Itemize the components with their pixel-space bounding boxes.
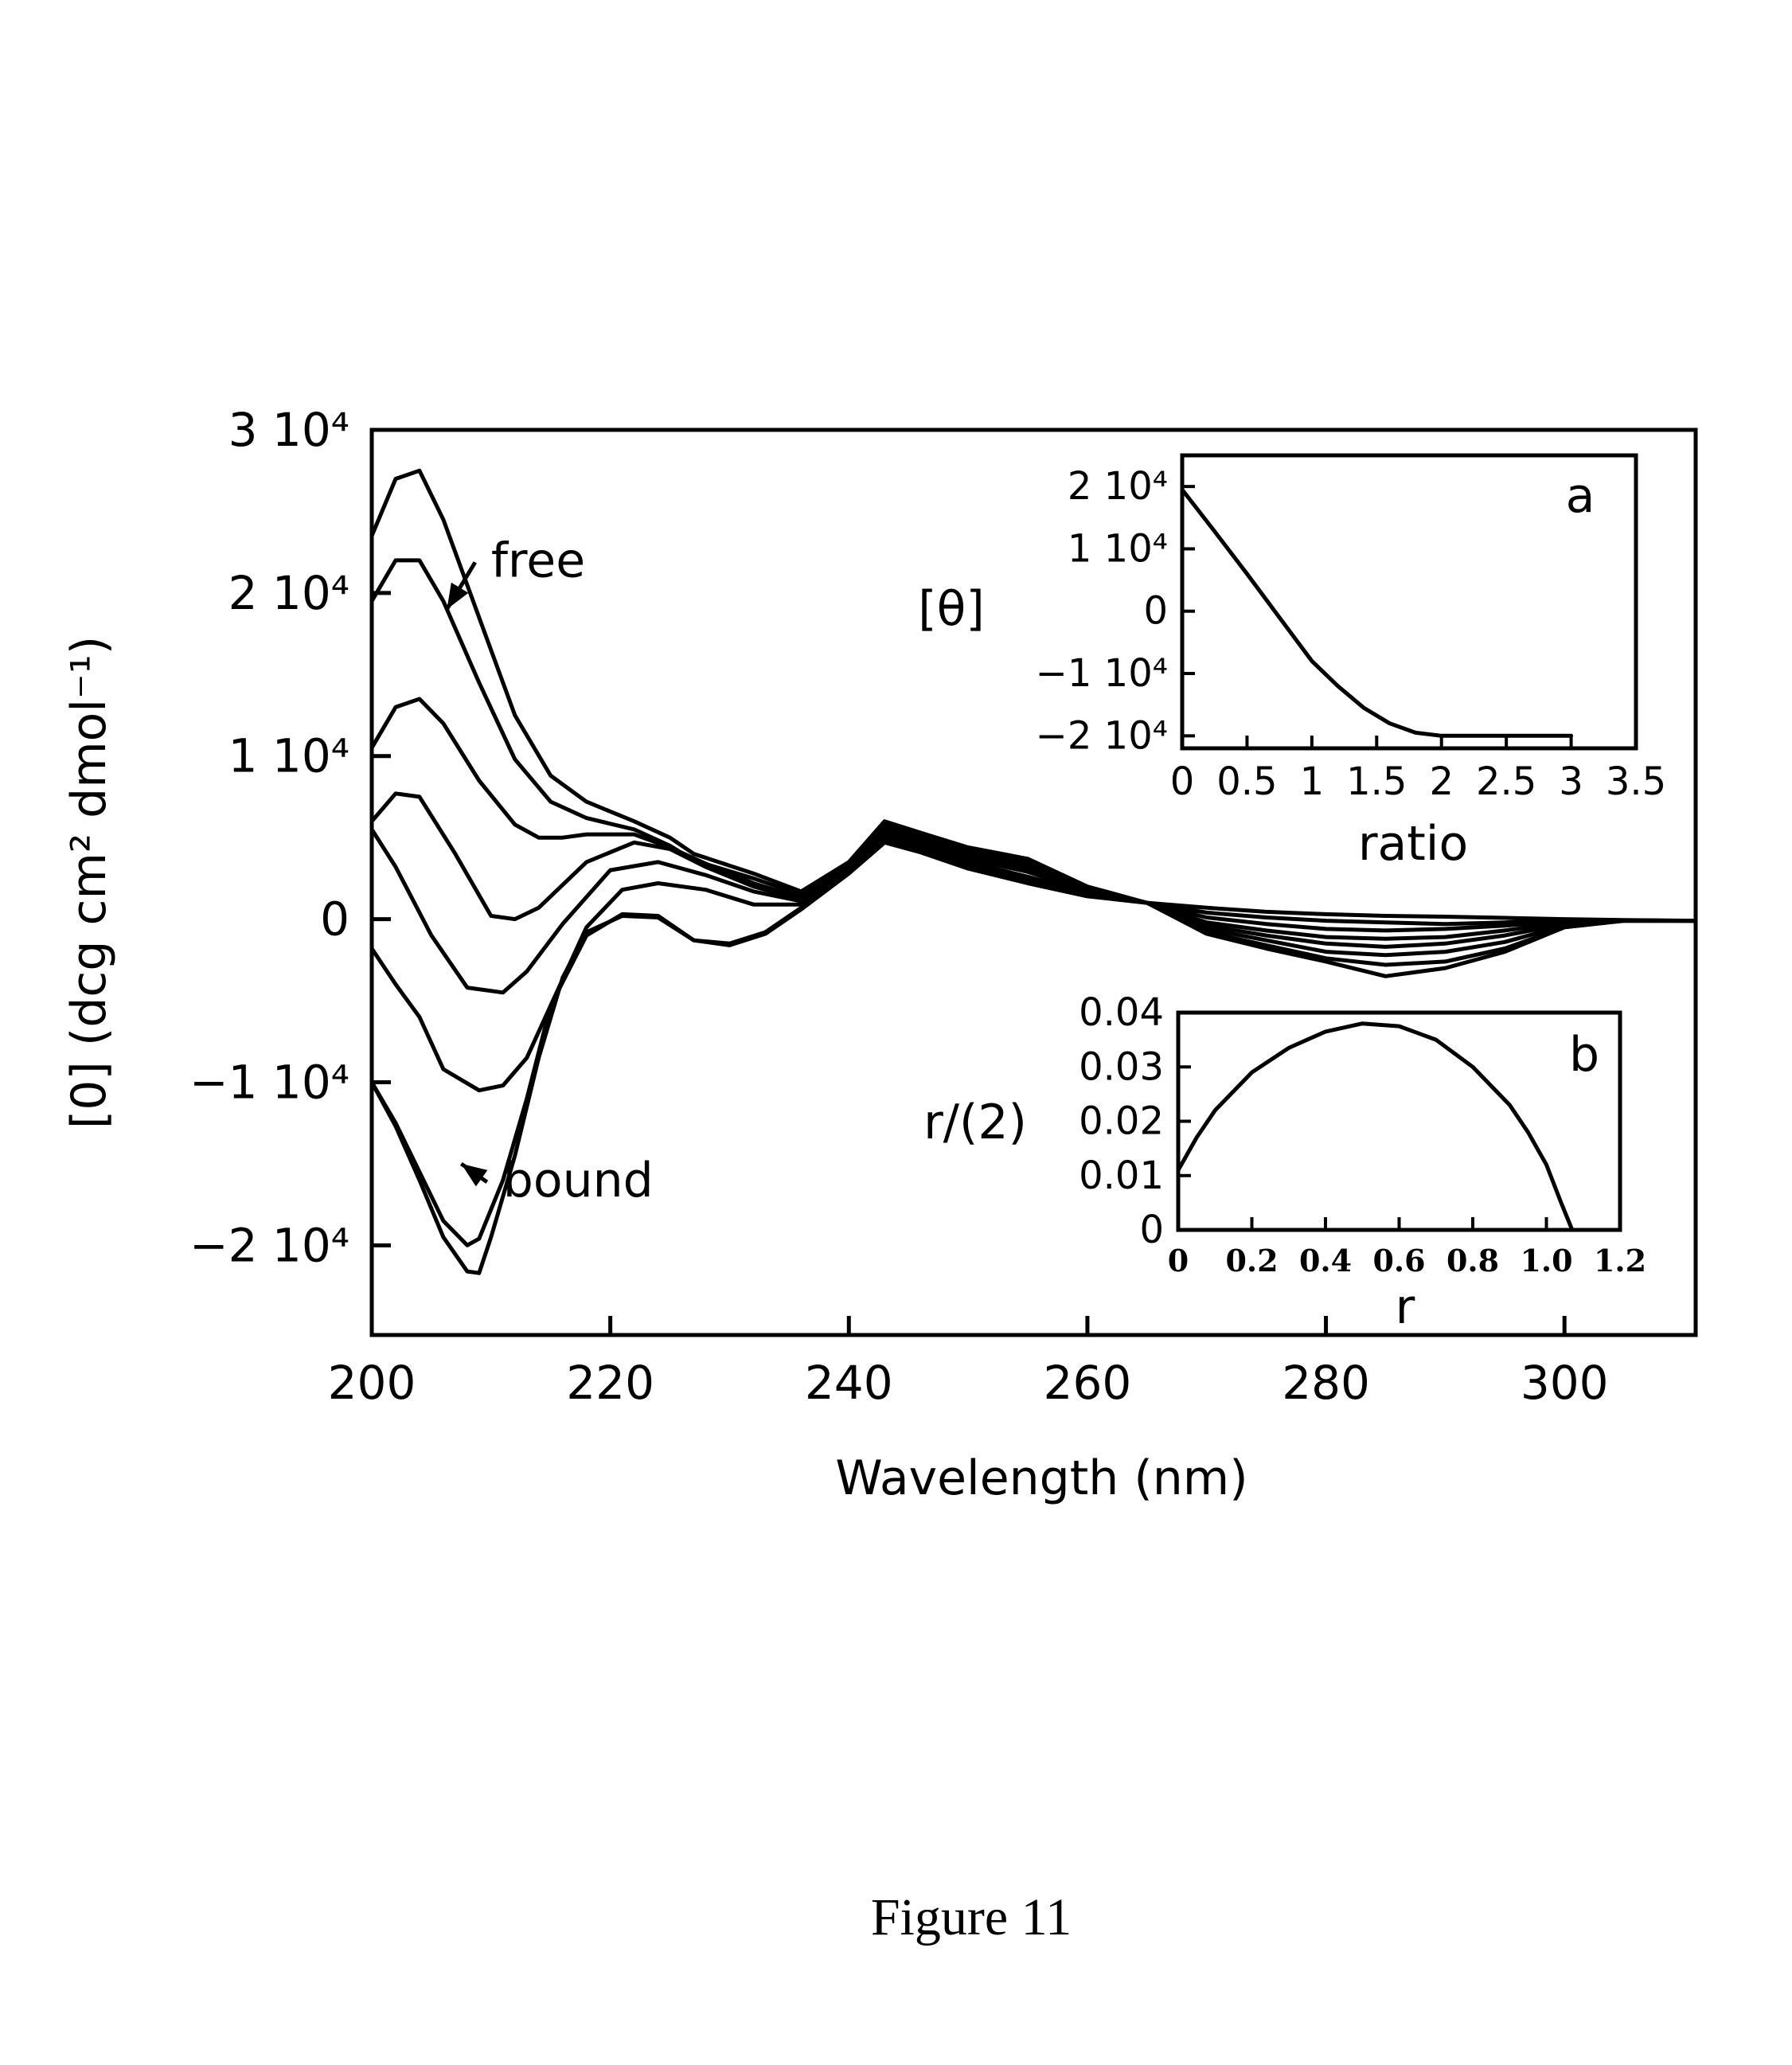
inset-x-tick-label: 1.0 bbox=[1520, 1243, 1572, 1278]
y-tick-label: −1 10⁴ bbox=[189, 1055, 349, 1109]
inset-y-tick-label: −2 10⁴ bbox=[1036, 713, 1168, 758]
inset-y-axis-label: [θ] bbox=[918, 581, 985, 637]
annotation-free: free bbox=[491, 533, 585, 588]
inset-x-tick-label: 0.6 bbox=[1372, 1243, 1425, 1278]
spectrum-line bbox=[372, 827, 1696, 995]
x-tick-label: 280 bbox=[1282, 1356, 1370, 1410]
inset-y-tick-label: 1 10⁴ bbox=[1068, 526, 1168, 571]
inset-x-axis-label: ratio bbox=[1358, 816, 1468, 872]
x-tick-label: 300 bbox=[1521, 1356, 1609, 1410]
inset-x-tick-label: 0 bbox=[1168, 1243, 1189, 1278]
inset-y-tick-label: 0.02 bbox=[1079, 1099, 1164, 1144]
spectrum-line bbox=[372, 840, 1696, 1275]
inset-x-tick-label: 2 bbox=[1429, 759, 1454, 804]
inset-y-tick-label: 0.01 bbox=[1079, 1154, 1164, 1198]
inset-y-axis-label: r/(2) bbox=[923, 1095, 1027, 1150]
y-tick-label: 3 10⁴ bbox=[228, 403, 349, 457]
inset-x-tick-label: 0 bbox=[1170, 759, 1195, 804]
x-tick-label: 220 bbox=[566, 1356, 654, 1410]
inset-x-tick-label: 3 bbox=[1559, 759, 1583, 804]
inset-y-tick-label: 0 bbox=[1143, 589, 1168, 634]
y-axis-label: [0] (dcg cm² dmol⁻¹) bbox=[61, 636, 117, 1129]
inset-x-tick-label: 0.2 bbox=[1225, 1243, 1278, 1278]
inset-x-tick-label: 1.2 bbox=[1594, 1243, 1646, 1278]
inset-x-tick-label: 1 bbox=[1300, 759, 1325, 804]
annotation-arrowhead bbox=[447, 582, 469, 610]
spectrum-line bbox=[372, 697, 1696, 933]
main-plot-frame bbox=[369, 427, 1698, 1337]
inset-x-axis-label: r bbox=[1396, 1279, 1415, 1335]
x-tick-label: 200 bbox=[328, 1356, 416, 1410]
inset-b-frame bbox=[1176, 1010, 1622, 1232]
x-tick-label: 260 bbox=[1044, 1356, 1132, 1410]
figure-caption: Figure 11 bbox=[871, 1888, 1072, 1946]
x-tick-label: 240 bbox=[805, 1356, 893, 1410]
inset-curve bbox=[1178, 1021, 1575, 1230]
inset-a-chart: 0 0.5 1 1.5 2 2.5 3 3.5 2 10⁴ 1 10⁴ 0 −1 10⁴ −2 10⁴ r… bbox=[918, 453, 1666, 872]
inset-y-tick-label: 2 10⁴ bbox=[1068, 464, 1168, 509]
inset-x-tick-label: 2.5 bbox=[1476, 759, 1536, 804]
inset-a-frame bbox=[1180, 453, 1638, 751]
inset-x-tick-label: 0.5 bbox=[1216, 759, 1277, 804]
inset-x-tick-label: 0.4 bbox=[1299, 1243, 1352, 1278]
inset-y-tick-label: 0.03 bbox=[1079, 1044, 1164, 1089]
inset-y-tick-label: −1 10⁴ bbox=[1036, 651, 1168, 696]
inset-x-tick-label: 3.5 bbox=[1606, 759, 1666, 804]
inset-panel-label: a bbox=[1566, 468, 1595, 524]
inset-panel-label: b bbox=[1569, 1027, 1599, 1083]
annotation-bound: bound bbox=[503, 1153, 654, 1208]
spectrum-line bbox=[372, 558, 1696, 927]
y-tick-label: −2 10⁴ bbox=[189, 1218, 349, 1272]
inset-x-tick-label: 1.5 bbox=[1346, 759, 1407, 804]
inset-y-tick-label: 0.04 bbox=[1079, 990, 1164, 1035]
inset-y-tick-label: 0 bbox=[1139, 1208, 1164, 1252]
y-tick-label: 0 bbox=[320, 892, 349, 947]
inset-curve bbox=[1182, 487, 1574, 738]
annotation-arrowhead bbox=[461, 1163, 488, 1187]
spectrum-line bbox=[372, 468, 1696, 923]
inset-x-tick-label: 0.8 bbox=[1446, 1243, 1499, 1278]
y-tick-label: 1 10⁴ bbox=[228, 729, 349, 783]
inset-b-chart: 0 0.2 0.4 0.6 0.8 1.0 1.2 0.04 0.03 0.02 0.01 0 r r/(… bbox=[923, 990, 1646, 1335]
x-axis-label: Wavelength (nm) bbox=[835, 1450, 1247, 1506]
y-tick-label: 2 10⁴ bbox=[228, 566, 349, 620]
